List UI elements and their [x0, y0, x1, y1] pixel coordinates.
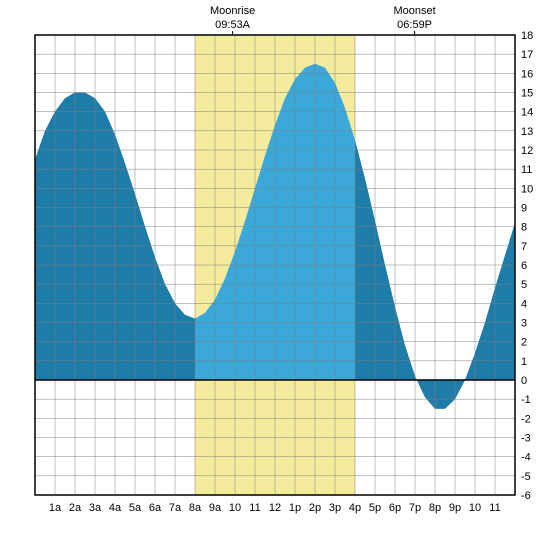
x-tick-label: 10	[469, 502, 481, 514]
y-tick-label: 8	[521, 222, 527, 234]
y-tick-label: 4	[521, 298, 527, 310]
x-tick-label: 11	[489, 502, 500, 514]
y-tick-label: 12	[521, 145, 533, 157]
y-tick-label: 5	[521, 279, 527, 291]
moonrise-label: Moonrise	[210, 5, 255, 17]
y-tick-label: 13	[521, 126, 533, 138]
x-tick-label: 11	[249, 502, 260, 514]
y-tick-label: -1	[521, 394, 531, 406]
y-tick-label: 1	[521, 356, 527, 368]
moonset-label: Moonset	[393, 5, 435, 17]
x-tick-label: 1p	[289, 502, 301, 514]
x-tick-label: 9p	[449, 502, 461, 514]
x-tick-label: 2p	[309, 502, 321, 514]
y-tick-label: -5	[521, 471, 531, 483]
x-tick-label: 5p	[369, 502, 381, 514]
y-tick-label: 9	[521, 203, 527, 215]
y-tick-label: 0	[521, 375, 527, 387]
x-tick-label: 3p	[329, 502, 341, 514]
y-tick-label: 18	[521, 30, 533, 42]
y-tick-label: 2	[521, 337, 527, 349]
y-tick-label: -2	[521, 413, 531, 425]
y-tick-label: -3	[521, 433, 531, 445]
x-tick-label: 6p	[389, 502, 401, 514]
y-tick-label: 17	[521, 49, 533, 61]
y-tick-label: -6	[521, 490, 531, 502]
x-tick-label: 9a	[209, 502, 222, 514]
chart-svg: Moonrise09:53AMoonset06:59P1817161514131…	[0, 0, 550, 550]
y-tick-label: 11	[521, 164, 532, 176]
y-tick-label: 10	[521, 183, 533, 195]
x-tick-label: 7a	[169, 502, 182, 514]
tide-chart: Moonrise09:53AMoonset06:59P1817161514131…	[0, 0, 550, 550]
x-tick-label: 4a	[109, 502, 122, 514]
y-tick-label: 7	[521, 241, 527, 253]
x-tick-label: 8a	[189, 502, 202, 514]
x-tick-label: 10	[229, 502, 241, 514]
y-tick-label: 6	[521, 260, 527, 272]
moonset-time: 06:59P	[397, 19, 432, 31]
x-tick-label: 2a	[69, 502, 82, 514]
x-tick-label: 12	[269, 502, 281, 514]
y-tick-label: -4	[521, 452, 531, 464]
y-tick-label: 3	[521, 318, 527, 330]
x-tick-label: 6a	[149, 502, 162, 514]
y-tick-label: 15	[521, 88, 533, 100]
x-tick-label: 7p	[409, 502, 421, 514]
x-tick-label: 4p	[349, 502, 361, 514]
y-tick-label: 16	[521, 68, 533, 80]
x-tick-label: 8p	[429, 502, 441, 514]
y-tick-label: 14	[521, 107, 533, 119]
moonrise-time: 09:53A	[215, 19, 251, 31]
x-tick-label: 5a	[129, 502, 142, 514]
x-tick-label: 1a	[49, 502, 62, 514]
x-tick-label: 3a	[89, 502, 102, 514]
